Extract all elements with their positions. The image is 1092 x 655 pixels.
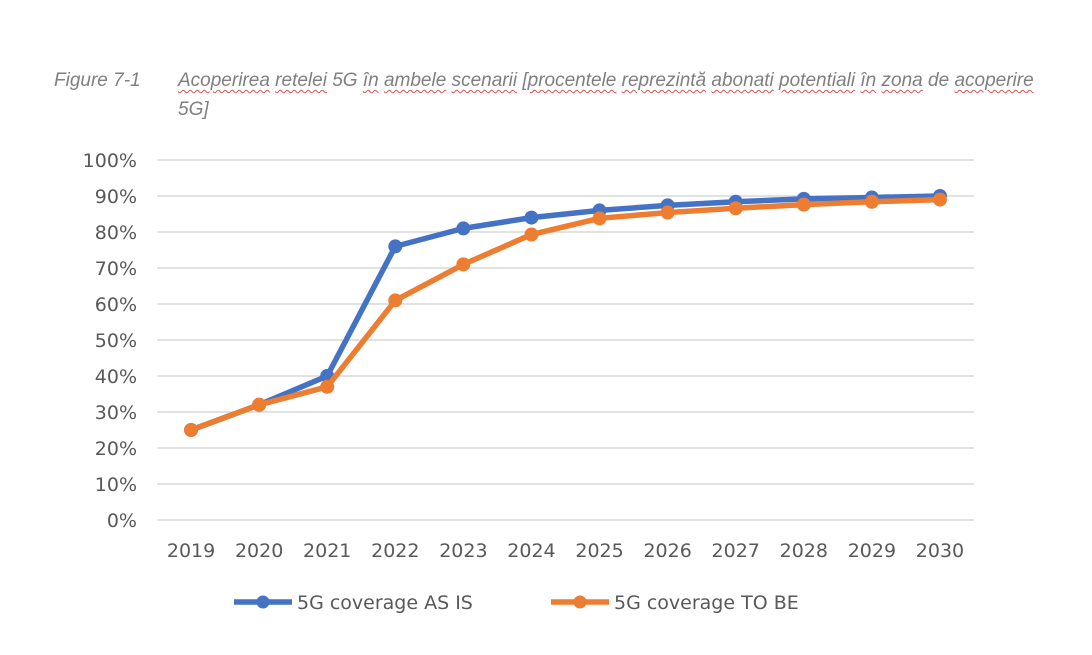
x-tick-label: 2027 [712,540,760,562]
y-tick-label: 90% [95,186,137,208]
caption-word-spellcheck: acoperire [954,70,1034,91]
x-tick-label: 2022 [371,540,419,562]
caption-text-run: de [922,70,955,91]
y-tick-label: 30% [95,402,137,424]
data-point [456,257,471,272]
chart-series [184,189,947,437]
data-point [388,239,403,254]
series-to-be [184,192,947,437]
data-point [456,221,471,236]
caption-word-spellcheck: ambele [383,70,447,91]
data-point [524,227,539,242]
y-axis-ticks: 0% 10% 20% 30% 40% 50% 60% 70% 80% 90% 100% [83,150,137,532]
legend-swatch-marker [573,595,587,609]
x-tick-label: 2028 [780,540,828,562]
legend-swatch-marker [256,595,270,609]
data-point [660,205,675,220]
x-tick-label: 2021 [303,540,351,562]
x-tick-label: 2019 [167,540,215,562]
x-tick-label: 2030 [916,540,964,562]
data-point [728,201,743,216]
y-tick-label: 100% [83,150,137,172]
caption-word-spellcheck: [procentele [522,70,617,91]
data-point [932,192,947,207]
data-point [796,197,811,212]
caption-word-spellcheck: în [860,70,877,91]
figure-label: Figure 7-1 [54,70,141,91]
legend-label: 5G coverage TO BE [614,592,799,614]
x-axis-ticks: 2019 2020 2021 2022 2023 2024 2025 2026 2027 2028… [167,540,964,562]
legend-item: 5G coverage AS IS [234,592,473,614]
caption-word-spellcheck: reprezintă [621,70,707,91]
series-line [188,193,943,433]
caption-text-run: 5G [326,70,363,91]
y-tick-label: 0% [107,510,137,532]
caption-text-run: 5G] [178,99,209,120]
y-tick-label: 40% [95,366,137,388]
data-point [864,194,879,209]
legend-item: 5G coverage TO BE [551,592,799,614]
x-tick-label: 2020 [235,540,283,562]
caption-word-spellcheck: retelei [275,70,327,91]
data-point [252,397,267,412]
series-line [188,196,943,433]
y-tick-label: 80% [95,222,137,244]
legend-label: 5G coverage AS IS [297,592,473,614]
data-point [592,211,607,226]
y-tick-label: 10% [95,474,137,496]
caption-word-spellcheck: Acoperirea [178,70,270,91]
caption-word-spellcheck: zona [881,70,923,91]
y-tick-label: 70% [95,258,137,280]
x-tick-label: 2023 [439,540,487,562]
chart-legend: 5G coverage AS IS 5G coverage TO BE [234,592,799,614]
y-tick-label: 60% [95,294,137,316]
data-point [388,293,403,308]
caption-word-spellcheck: scenarii [451,70,518,91]
data-point [524,210,539,225]
y-tick-label: 50% [95,330,137,352]
caption-word-spellcheck: în [362,70,379,91]
y-tick-label: 20% [95,438,137,460]
x-tick-label: 2026 [643,540,691,562]
x-tick-label: 2029 [848,540,896,562]
figure-caption-text: Acoperirea retelei 5G în ambele scenarii… [178,66,1048,124]
caption-word-spellcheck: abonati [711,70,774,91]
x-tick-label: 2025 [575,540,623,562]
x-tick-label: 2024 [507,540,555,562]
data-point [184,423,199,437]
data-point [320,379,335,394]
caption-word-spellcheck: potentiali [779,70,856,91]
